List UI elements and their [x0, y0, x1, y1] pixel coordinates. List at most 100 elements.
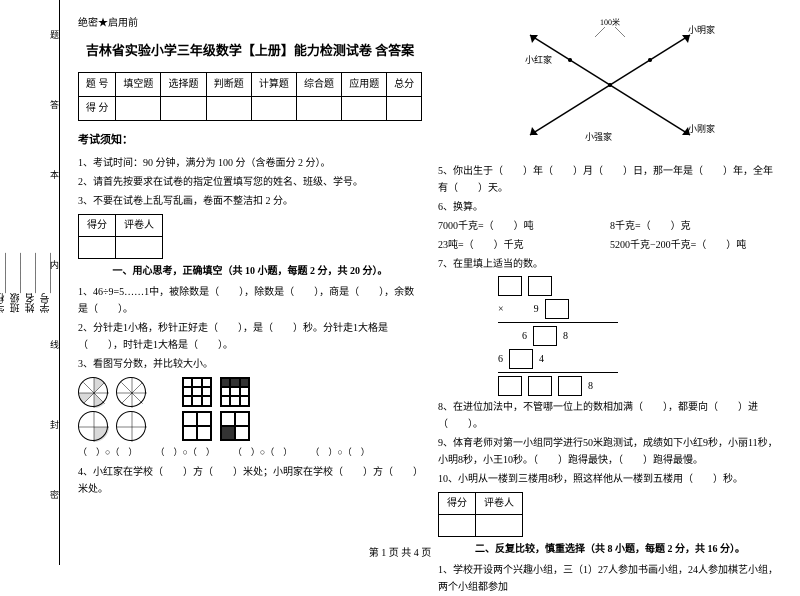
- mini-score-table: 得分评卷人: [78, 214, 163, 259]
- score-cell: [206, 97, 251, 121]
- blank-box: [528, 276, 552, 296]
- blank: （ ）○（ ）: [310, 445, 369, 460]
- notice-item: 3、不要在试卷上乱写乱画，卷面不整洁扣 2 分。: [78, 193, 422, 210]
- table-row: 题 号 填空题 选择题 判断题 计算题 综合题 应用题 总分: [79, 73, 422, 97]
- question-row: 7000千克=（ ）吨 8千克=（ ）克: [438, 218, 782, 235]
- content-area: 绝密★启用前 吉林省实验小学三年级数学【上册】能力检测试卷 含答案 题 号 填空…: [60, 0, 800, 565]
- left-column: 绝密★启用前 吉林省实验小学三年级数学【上册】能力检测试卷 含答案 题 号 填空…: [70, 15, 430, 540]
- svg-text:100米: 100米: [600, 17, 620, 27]
- diagram-label: 小红家: [525, 53, 552, 68]
- digit: 8: [563, 328, 568, 345]
- blank-box: [498, 376, 522, 396]
- score-cell: [161, 97, 206, 121]
- multiplication-column: ×9 68 64 8: [498, 276, 782, 396]
- notice-item: 1、考试时间：90 分钟，满分为 100 分（含卷面分 2 分）。: [78, 155, 422, 172]
- score-cell: 判断题: [206, 73, 251, 97]
- margin-field-xingming: 姓名________: [24, 248, 39, 318]
- fraction-figures-row2: [78, 411, 422, 441]
- blank: （ ）○（ ）: [233, 445, 292, 460]
- exam-title: 吉林省实验小学三年级数学【上册】能力检测试卷 含答案: [78, 40, 422, 62]
- blank-box: [545, 299, 569, 319]
- diagram-label: 小明家: [688, 23, 715, 38]
- rule-line: [498, 372, 618, 373]
- blank: （ ）○（ ）: [155, 445, 214, 460]
- score-cell: [342, 97, 387, 121]
- sub-question: 8千克=（ ）克: [610, 218, 782, 235]
- question: 1、学校开设两个兴趣小组，三（1）27人参加书画小组，24人参加棋艺小组，两个小…: [438, 562, 782, 596]
- question: 9、体育老师对第一小组同学进行50米跑测试，成绩如下小红9秒，小丽11秒，小明8…: [438, 435, 782, 469]
- fraction-blanks: （ ）○（ ） （ ）○（ ） （ ）○（ ） （ ）○（ ）: [78, 445, 422, 460]
- circle-icon: [116, 411, 146, 441]
- score-cell: [296, 97, 341, 121]
- blank-box: [528, 376, 552, 396]
- score-cell: [251, 97, 296, 121]
- digit: 6: [498, 351, 503, 368]
- grid-icon: [182, 377, 212, 407]
- score-cell: 计算题: [251, 73, 296, 97]
- question: 6、换算。: [438, 199, 782, 216]
- question: 5、你出生于（ ）年（ ）月（ ）日，那一年是（ ）年，全年有（ ）天。: [438, 163, 782, 197]
- mini-score-cell: [476, 515, 523, 537]
- margin-field-xuehao: 学号________: [39, 248, 54, 318]
- binding-margin: 学号________ 姓名________ 班级________ 学校_____…: [0, 0, 60, 565]
- score-cell: [116, 97, 161, 121]
- mini-score-cell: [116, 236, 163, 258]
- grid-icon: [182, 411, 212, 441]
- times-sign: ×: [498, 301, 504, 318]
- score-cell: [387, 97, 422, 121]
- digit: 9: [534, 301, 539, 318]
- question-row: 23吨=（ ）千克 5200千克−200千克=（ ）吨: [438, 237, 782, 254]
- circle-icon: [116, 377, 146, 407]
- digit: 8: [588, 378, 593, 395]
- blank-box: [498, 276, 522, 296]
- score-cell: 填空题: [116, 73, 161, 97]
- margin-field-banji: 班级________: [9, 248, 24, 318]
- score-cell: 综合题: [296, 73, 341, 97]
- question: 7、在里填上适当的数。: [438, 256, 782, 273]
- question: 1、46÷9=5……1中，被除数是（ ），除数是（ ），商是（ ），余数是（ ）…: [78, 284, 422, 318]
- secret-label: 绝密★启用前: [78, 15, 422, 32]
- score-cell: 题 号: [79, 73, 116, 97]
- digit: 6: [522, 328, 527, 345]
- mini-score-cell: [79, 236, 116, 258]
- fraction-figures-row1: [78, 377, 422, 407]
- question: 8、在进位加法中，不管哪一位上的数相加满（ ），都要向（ ）进（ ）。: [438, 399, 782, 433]
- question: 2、分针走1小格，秒针正好走（ ），是（ ）秒。分针走1大格是（ ），时针走1大…: [78, 320, 422, 354]
- score-table: 题 号 填空题 选择题 判断题 计算题 综合题 应用题 总分 得 分: [78, 72, 422, 121]
- mini-score-cell: 评卷人: [476, 493, 523, 515]
- notice-head: 考试须知：: [78, 131, 422, 150]
- question: 4、小红家在学校（ ）方（ ）米处；小明家在学校（ ）方（ ）米处。: [78, 464, 422, 498]
- blank: （ ）○（ ）: [78, 445, 137, 460]
- right-column: 100米 小明家 小红家 小强家 小刚家 5、你出生于（ ）年（ ）月（ ）日，…: [430, 15, 790, 540]
- sub-question: 7000千克=（ ）吨: [438, 218, 610, 235]
- score-cell: 应用题: [342, 73, 387, 97]
- grid-icon: [220, 411, 250, 441]
- blank-box: [509, 349, 533, 369]
- mini-score-cell: [439, 515, 476, 537]
- exam-page: 学号________ 姓名________ 班级________ 学校_____…: [0, 0, 800, 565]
- notice-item: 2、请首先按要求在试卷的指定位置填写您的姓名、班级、学号。: [78, 174, 422, 191]
- margin-field-xuexiao: 学校________: [0, 248, 9, 318]
- diagram-label: 小强家: [585, 130, 612, 145]
- question: 10、小明从一楼到三楼用8秒，照这样他从一楼到五楼用（ ）秒。: [438, 471, 782, 488]
- rule-line: [498, 322, 618, 323]
- score-cell: 选择题: [161, 73, 206, 97]
- circle-icon: [78, 411, 108, 441]
- table-row: 得 分: [79, 97, 422, 121]
- blank-box: [558, 376, 582, 396]
- blank-box: [533, 326, 557, 346]
- mini-score-cell: 评卷人: [116, 214, 163, 236]
- digit: 4: [539, 351, 544, 368]
- score-cell: 得 分: [79, 97, 116, 121]
- diagram-label: 小刚家: [688, 122, 715, 137]
- sub-question: 5200千克−200千克=（ ）吨: [610, 237, 782, 254]
- mini-score-table: 得分评卷人: [438, 492, 523, 537]
- page-footer: 第 1 页 共 4 页: [0, 544, 800, 559]
- grid-icon: [220, 377, 250, 407]
- sub-question: 23吨=（ ）千克: [438, 237, 610, 254]
- score-cell: 总分: [387, 73, 422, 97]
- question: 3、看图写分数，并比较大小。: [78, 356, 422, 373]
- mini-score-cell: 得分: [439, 493, 476, 515]
- circle-icon: [78, 377, 108, 407]
- direction-diagram: 100米 小明家 小红家 小强家 小刚家: [510, 15, 710, 155]
